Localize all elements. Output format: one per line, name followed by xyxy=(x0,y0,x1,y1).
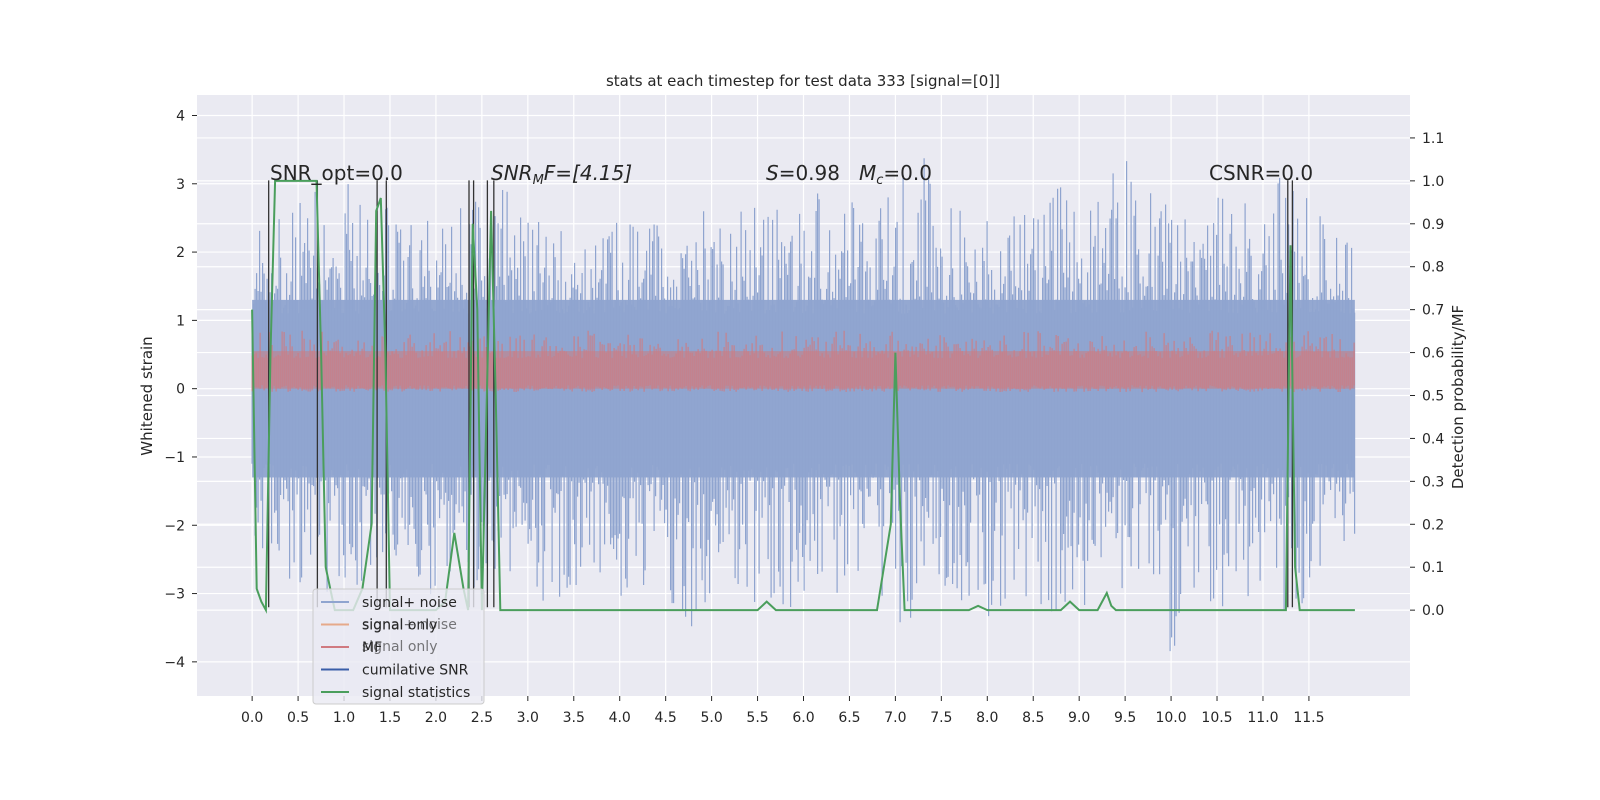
x-tick-label: 2.0 xyxy=(425,710,447,726)
s-value: =0.98 xyxy=(779,161,840,185)
s-stat: S xyxy=(766,161,779,185)
x-tick-label: 7.5 xyxy=(930,710,952,726)
y-axis-ticks: 4 3 2 1 0 −1 −2 −3 −4 xyxy=(164,108,197,671)
series-layer xyxy=(251,158,1356,652)
mc-value: =0.0 xyxy=(883,161,932,185)
y-tick-label: −4 xyxy=(164,655,185,671)
x-tick-label: 4.0 xyxy=(609,710,631,726)
mc-main: M xyxy=(859,161,876,185)
x-axis-ticks: 0.0 0.5 1.0 1.5 2.0 2.5 3.0 3.5 4.0 4.5 5.0 5.5 6.0 6… xyxy=(241,696,1325,726)
y-tick-label: −2 xyxy=(164,518,185,534)
snr-mf-sub: M xyxy=(533,173,544,188)
y-tick-label: −3 xyxy=(164,587,185,603)
x-tick-label: 4.5 xyxy=(655,710,677,726)
x-tick-label: 11.0 xyxy=(1247,710,1278,726)
x-tick-label: 9.0 xyxy=(1068,710,1090,726)
legend-label: signal+ noise xyxy=(362,595,457,611)
y2-tick-label: 0.0 xyxy=(1422,603,1444,619)
y2-tick-label: 0.6 xyxy=(1422,346,1444,362)
x-tick-label: 5.0 xyxy=(700,710,722,726)
annotation-snr-mf: SNRMF=[4.15] xyxy=(491,161,632,188)
x-tick-label: 2.5 xyxy=(471,710,493,726)
annotations: SNR_opt=0.0 SNRMF=[4.15] S=0.98 Mc=0.0 C… xyxy=(270,161,1313,188)
y2-axis-ticks: 1.1 1.0 0.9 0.8 0.7 0.6 0.5 0.4 0.3 0.2 0.1 0.0 xyxy=(1410,131,1444,619)
x-tick-label: 6.5 xyxy=(838,710,860,726)
y2-tick-label: 0.8 xyxy=(1422,260,1444,276)
mc-sub: c xyxy=(876,173,883,188)
x-tick-label: 11.5 xyxy=(1293,710,1324,726)
snr-mf-rest: F=[4.15] xyxy=(544,161,632,185)
y-tick-label: −1 xyxy=(164,450,185,466)
annotation-csnr: CSNR=0.0 xyxy=(1209,161,1313,185)
x-tick-label: 3.5 xyxy=(563,710,585,726)
legend-label: signal statistics xyxy=(362,685,470,701)
x-tick-label: 9.5 xyxy=(1114,710,1136,726)
annotation-s: S=0.98 xyxy=(766,161,840,185)
y-tick-label: 2 xyxy=(176,245,185,261)
legend-ghost-label: signal+ noise xyxy=(362,617,457,633)
x-tick-label: 6.0 xyxy=(792,710,814,726)
y2-tick-label: 0.9 xyxy=(1422,217,1444,233)
x-tick-label: 10.5 xyxy=(1201,710,1232,726)
x-tick-label: 10.0 xyxy=(1155,710,1186,726)
y2-tick-label: 1.1 xyxy=(1422,131,1444,147)
annotation-mc: Mc=0.0 xyxy=(859,161,932,188)
x-tick-label: 5.5 xyxy=(746,710,768,726)
y2-tick-label: 0.3 xyxy=(1422,474,1444,490)
y2-tick-label: 0.7 xyxy=(1422,303,1444,319)
y-tick-label: 3 xyxy=(176,177,185,193)
legend-label: signal only xyxy=(362,618,437,634)
y2-tick-label: 0.5 xyxy=(1422,389,1444,405)
y2-axis-label: Detection probability/MF xyxy=(1449,305,1467,489)
legend-ghost-label: signal only xyxy=(362,639,437,655)
x-tick-label: 8.0 xyxy=(976,710,998,726)
x-tick-label: 1.5 xyxy=(379,710,401,726)
y2-tick-label: 0.1 xyxy=(1422,560,1444,576)
legend-box xyxy=(312,588,485,705)
snr-mf-main: SNR xyxy=(491,161,533,185)
mf-band xyxy=(252,351,1355,389)
x-tick-label: 0.0 xyxy=(241,710,263,726)
y2-tick-label: 0.2 xyxy=(1422,517,1444,533)
y2-tick-label: 0.4 xyxy=(1422,431,1444,447)
x-tick-label: 1.0 xyxy=(333,710,355,726)
legend-label: MF xyxy=(362,640,382,656)
y-tick-label: 1 xyxy=(176,313,185,329)
legend-label: cumilative SNR xyxy=(362,663,469,679)
y-tick-label: 4 xyxy=(176,108,185,124)
signal-statistics-layer xyxy=(251,179,1355,614)
x-tick-label: 0.5 xyxy=(287,710,309,726)
x-tick-label: 7.0 xyxy=(884,710,906,726)
y-axis-label: Whitened strain xyxy=(138,336,156,455)
x-tick-label: 3.0 xyxy=(517,710,539,726)
signal-statistics-line xyxy=(251,179,1355,614)
annotation-snr-opt: SNR_opt=0.0 xyxy=(270,161,403,185)
y2-tick-label: 1.0 xyxy=(1422,174,1444,190)
chart-title: stats at each timestep for test data 333… xyxy=(606,72,1000,90)
y-tick-label: 0 xyxy=(176,382,185,398)
x-tick-label: 8.5 xyxy=(1022,710,1044,726)
